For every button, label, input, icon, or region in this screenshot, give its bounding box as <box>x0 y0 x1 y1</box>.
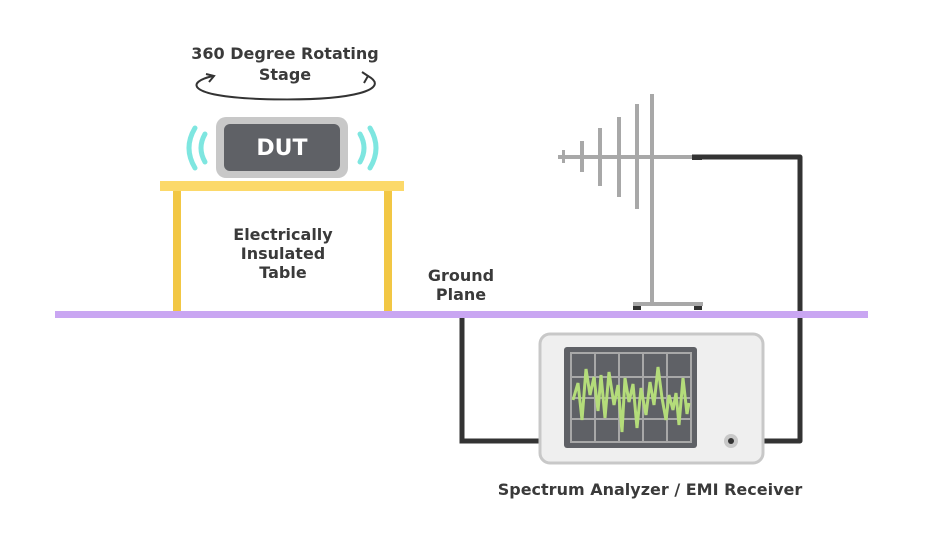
analyzer-label: Spectrum Analyzer / EMI Receiver <box>497 480 803 499</box>
ground-label-line1: Ground <box>427 266 495 285</box>
table-leg-left <box>173 190 181 313</box>
emission-waves-icon <box>186 125 379 171</box>
dut-label: DUT <box>256 136 308 161</box>
stage-label: 360 Degree Rotating Stage <box>180 44 390 84</box>
rotation-arrow-icon <box>195 71 376 101</box>
table-top <box>160 181 404 191</box>
cable-ground-to-analyzer <box>459 315 540 444</box>
ground-plane <box>55 311 868 318</box>
analyzer-port-icon <box>724 434 738 448</box>
signal-trace <box>571 366 691 433</box>
dut-body <box>224 124 340 171</box>
cable-antenna-to-analyzer <box>692 154 803 444</box>
ground-plane-label: Ground Plane <box>411 266 511 304</box>
table-leg-right <box>384 190 392 313</box>
stage-label-line1: 360 Degree Rotating <box>191 44 379 63</box>
table-label: Electrically Insulated Table <box>213 225 353 282</box>
ground-label-line2: Plane <box>435 285 487 304</box>
table-label-line3: Table <box>259 263 307 282</box>
antenna-icon <box>558 94 703 310</box>
table-label-line2: Insulated <box>240 244 326 263</box>
table-label-line1: Electrically <box>233 225 333 244</box>
stage-label-line2: Stage <box>258 65 312 84</box>
